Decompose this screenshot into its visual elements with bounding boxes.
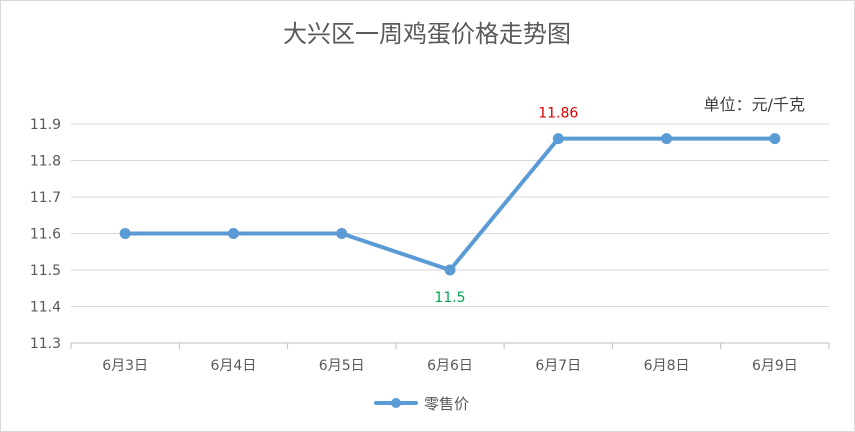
legend: 零售价 [374, 395, 469, 413]
series-line [123, 136, 777, 272]
unit-note: 单位：元/千克 [704, 95, 805, 114]
y-tick-label: 11.6 [30, 227, 61, 243]
x-tick-label: 6月8日 [644, 358, 690, 374]
series-layer [119, 133, 781, 276]
data-point [444, 264, 456, 276]
data-label: 11.86 [538, 106, 578, 122]
y-tick-label: 11.3 [30, 336, 61, 352]
data-labels: 11.5 11.86 [434, 106, 578, 306]
y-tick-label: 11.7 [30, 190, 61, 206]
data-point [769, 133, 781, 145]
y-tick-label: 11.9 [30, 117, 61, 133]
data-point [661, 133, 673, 145]
chart-title: 大兴区一周鸡蛋价格走势图 [283, 20, 571, 48]
y-tick-label: 11.5 [30, 263, 61, 279]
x-axis-ticks: 6月3日 6月4日 6月5日 6月6日 6月7日 6月8日 6月9日 [70, 343, 830, 374]
x-tick-label: 6月5日 [319, 358, 365, 374]
data-point [119, 228, 131, 239]
data-label: 11.5 [434, 290, 465, 306]
data-point [227, 228, 239, 239]
data-point [336, 228, 348, 239]
gridlines [71, 123, 829, 344]
x-tick-label: 6月3日 [102, 358, 148, 374]
x-tick-label: 6月9日 [752, 358, 798, 374]
legend-label: 零售价 [424, 395, 469, 413]
data-point [552, 133, 564, 145]
y-tick-label: 11.4 [30, 300, 61, 316]
legend-point-marker [391, 398, 401, 408]
x-tick-label: 6月6日 [427, 358, 473, 374]
x-tick-label: 6月7日 [535, 358, 581, 374]
x-tick-label: 6月4日 [211, 358, 257, 374]
y-tick-label: 11.8 [30, 154, 61, 170]
y-axis-ticks: 11.3 11.4 11.5 11.6 11.7 11.8 11.9 [30, 117, 61, 352]
